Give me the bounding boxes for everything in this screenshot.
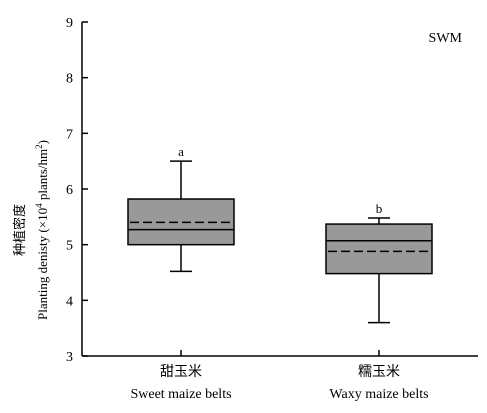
y-tick-label: 7 xyxy=(66,127,73,142)
y-axis-title-part2: plants/hm xyxy=(35,149,50,204)
significance-letter: a xyxy=(178,144,184,159)
plot-frame xyxy=(81,22,478,357)
y-axis-title-sup1: 4 xyxy=(34,203,44,208)
x-tick-label-cn: 糯玉米 xyxy=(358,364,400,380)
panel-label: SWM xyxy=(429,31,463,46)
significance-letter: b xyxy=(376,201,383,216)
y-axis-title-part3: ) xyxy=(35,140,50,144)
y-tick-label: 8 xyxy=(66,72,73,87)
iqr-box xyxy=(325,223,433,275)
box-2: b xyxy=(325,201,433,324)
x-tick-label-en: Sweet maize belts xyxy=(130,387,231,402)
y-tick-label: 4 xyxy=(66,294,73,309)
y-axis-title-part1: Planting denisty (×10 xyxy=(35,208,50,320)
x-tick-label-en: Waxy maize belts xyxy=(329,387,428,402)
boxes: ab xyxy=(127,144,433,324)
y-tick-label: 9 xyxy=(66,16,73,31)
y-ticks: 3 4 5 6 7 8 9 xyxy=(66,16,88,365)
y-tick-label: 5 xyxy=(66,239,73,254)
x-tick-label-cn: 甜玉米 xyxy=(160,364,202,380)
y-axis-title-sup2: 2 xyxy=(34,144,44,149)
x-ticks: 甜玉米 Sweet maize belts 糯玉米 Waxy maize belts xyxy=(130,350,429,402)
y-tick-label: 6 xyxy=(66,183,73,198)
box-1: a xyxy=(127,144,235,273)
y-axis-title: 种植密度 Planting denisty (×104 plants/hm2) xyxy=(12,140,50,320)
y-axis-title-cn: 种植密度 xyxy=(12,204,27,256)
y-axis-title-en: Planting denisty (×104 plants/hm2) xyxy=(34,140,50,320)
y-tick-label: 3 xyxy=(66,350,73,365)
